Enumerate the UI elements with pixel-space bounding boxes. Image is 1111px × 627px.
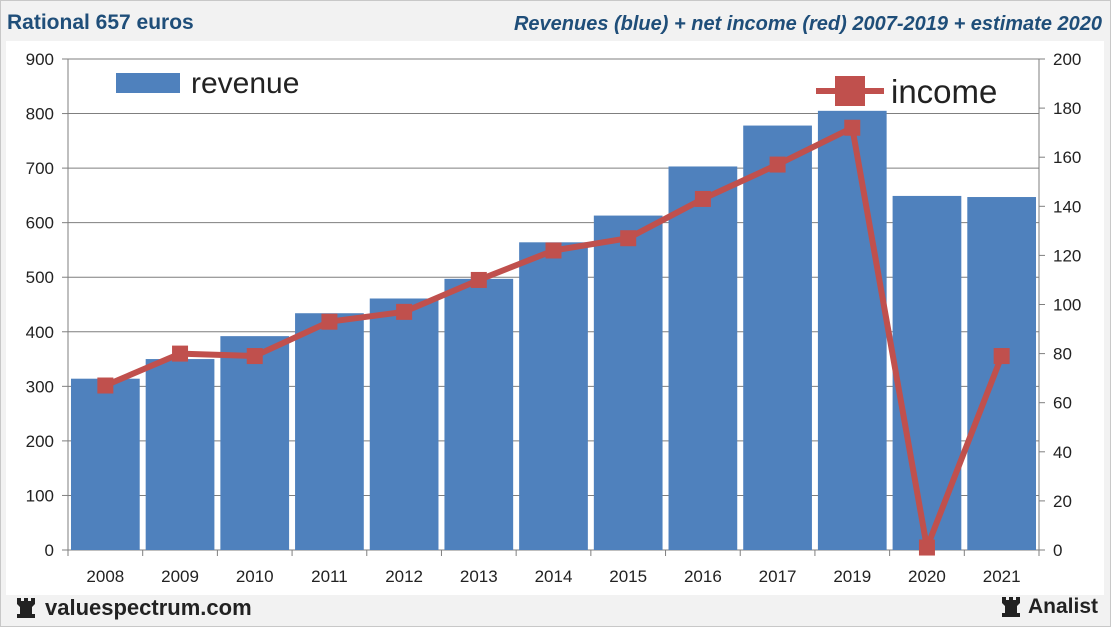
revenue-bar [967, 197, 1037, 550]
chart-title: Revenues (blue) + net income (red) 2007-… [513, 13, 1102, 35]
revenue-bar [145, 359, 215, 550]
x-tick-label: 2010 [236, 567, 274, 586]
x-tick-label: 2020 [908, 567, 946, 586]
x-tick-label: 2009 [161, 567, 199, 586]
revenue-bar [444, 278, 514, 550]
y-right-tick-label: 40 [1053, 443, 1072, 462]
legend-revenue-swatch [116, 73, 180, 93]
y-left-tick-label: 200 [26, 432, 54, 451]
revenue-bar [369, 298, 439, 550]
revenue-bar [295, 313, 364, 550]
x-tick-label: 2012 [385, 567, 423, 586]
y-right-tick-label: 80 [1053, 345, 1072, 364]
footer-brand-left: valuespectrum.com [15, 595, 252, 621]
legend-revenue-label: revenue [191, 67, 299, 100]
x-tick-label: 2021 [983, 567, 1021, 586]
company-title: Rational 657 euros [7, 11, 194, 34]
y-left-tick-label: 100 [26, 486, 54, 505]
rook-icon [1001, 597, 1020, 617]
y-right-tick-label: 180 [1053, 99, 1081, 118]
income-marker [694, 190, 711, 207]
legend-income-bg [881, 73, 1001, 109]
y-right-tick-label: 0 [1053, 541, 1062, 560]
revenue-bar [593, 215, 663, 550]
analist-label: Analist [1027, 595, 1098, 618]
y-left-tick-label: 800 [26, 105, 54, 124]
revenue-bar [220, 336, 290, 550]
y-right-tick-label: 60 [1053, 394, 1072, 413]
y-left-tick-label: 900 [26, 50, 54, 69]
income-marker [769, 156, 786, 173]
income-marker [545, 242, 562, 259]
y-left-tick-label: 600 [26, 214, 54, 233]
y-right-tick-label: 200 [1053, 50, 1081, 69]
y-left-tick-label: 300 [26, 377, 54, 396]
y-right-tick-label: 100 [1053, 296, 1081, 315]
y-right-tick-label: 20 [1053, 492, 1072, 511]
x-tick-label: 2008 [86, 567, 124, 586]
revenue-bar [668, 166, 738, 551]
y-left-tick-label: 400 [26, 323, 54, 342]
revenue-bar [743, 125, 812, 551]
x-tick-label: 2013 [460, 567, 498, 586]
legend-income-label: income [891, 73, 997, 110]
rook-icon [17, 598, 35, 618]
income-marker [993, 348, 1010, 365]
x-tick-label: 2017 [759, 567, 797, 586]
legend-revenue-bg [181, 69, 321, 111]
x-tick-label: 2016 [684, 567, 722, 586]
x-tick-label: 2011 [311, 567, 348, 586]
y-right-tick-label: 140 [1053, 197, 1081, 216]
income-marker [620, 230, 637, 247]
income-marker [844, 119, 861, 136]
x-tick-label: 2019 [833, 567, 871, 586]
y-right-tick-label: 120 [1053, 246, 1081, 265]
y-left-tick-label: 700 [26, 159, 54, 178]
income-marker [470, 271, 487, 288]
y-left-tick-label: 500 [26, 268, 54, 287]
legend-income-marker [835, 76, 865, 106]
income-marker [321, 313, 338, 330]
x-tick-label: 2014 [535, 567, 573, 586]
y-right-tick-label: 160 [1053, 148, 1081, 167]
valuespectrum-label: valuespectrum.com [45, 595, 252, 620]
income-marker [396, 303, 413, 320]
footer-brand-right: Analist [1000, 595, 1098, 619]
income-marker [97, 377, 114, 394]
revenue-bar [892, 195, 962, 550]
income-marker [172, 345, 189, 362]
revenue-bar [70, 378, 140, 550]
income-marker [918, 539, 935, 556]
revenue-bar [519, 242, 588, 550]
x-tick-label: 2015 [609, 567, 647, 586]
revenue-bar [817, 110, 887, 551]
income-marker [246, 348, 263, 365]
y-left-tick-label: 0 [45, 541, 54, 560]
